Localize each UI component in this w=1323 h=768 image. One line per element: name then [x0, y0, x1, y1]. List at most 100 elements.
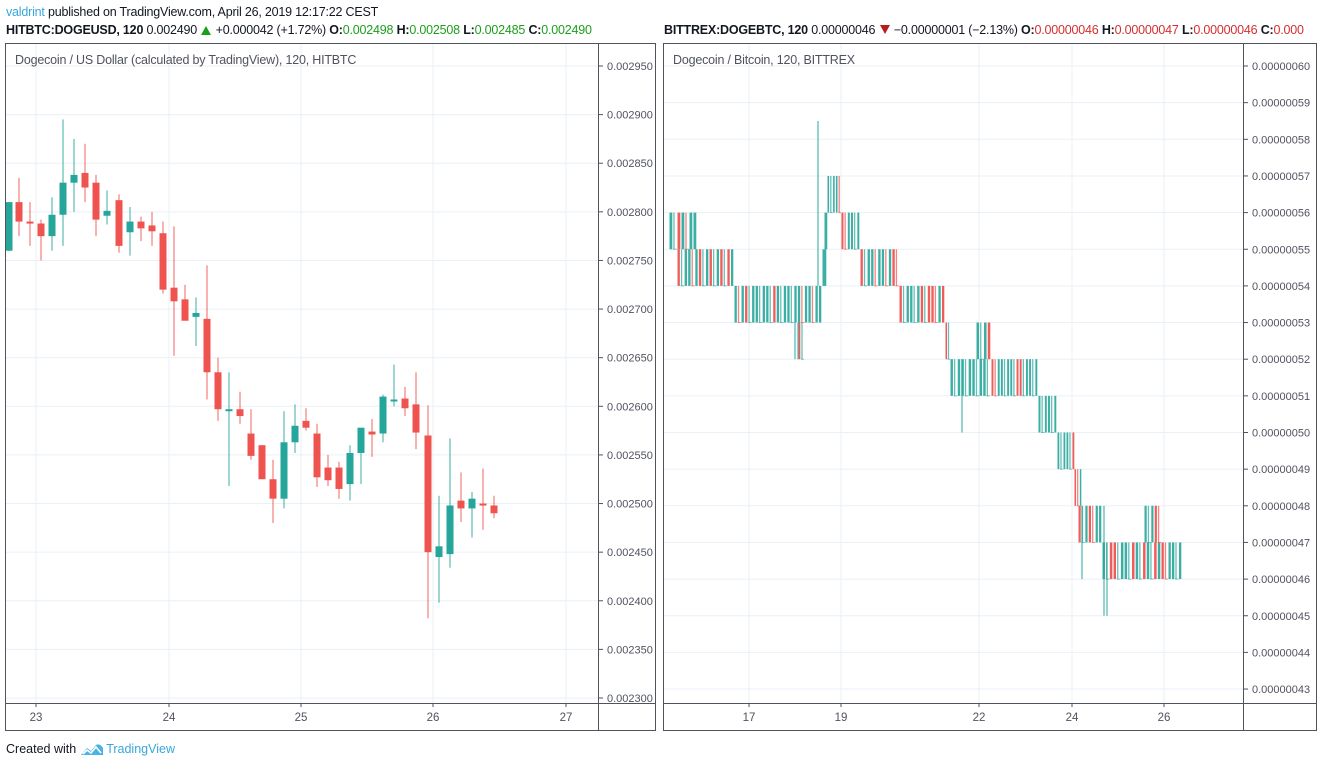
- dogeusd-chart-panel[interactable]: Dogecoin / US Dollar (calculated by Trad…: [5, 43, 656, 731]
- candle: [945, 322, 947, 360]
- candle: [931, 285, 934, 323]
- candle: [680, 249, 685, 287]
- candle: [677, 249, 680, 286]
- candle: [804, 285, 808, 323]
- candle: [1144, 505, 1147, 543]
- candle: [1048, 395, 1050, 433]
- candle: [923, 285, 928, 324]
- candle: [92, 174, 100, 237]
- y-axis-tick-label: 0.00000053: [1252, 318, 1310, 330]
- y-axis-tick-label: 0.00000051: [1252, 391, 1310, 403]
- candle: [1113, 542, 1117, 580]
- candle: [968, 359, 972, 396]
- candle: [975, 359, 980, 397]
- y-axis-tick-label: 0.002300: [607, 693, 653, 705]
- y-axis-tick-label: 0.00000056: [1252, 208, 1310, 220]
- right-high: 0.00000047: [1114, 23, 1179, 37]
- candle: [1175, 542, 1179, 580]
- candle: [446, 438, 454, 568]
- candle: [841, 212, 844, 250]
- y-axis-tick-label: 0.002700: [607, 304, 653, 316]
- candle: [247, 409, 255, 460]
- candle: [863, 249, 868, 287]
- candle: [1069, 432, 1072, 470]
- candle: [457, 472, 465, 523]
- open-label: O:: [329, 23, 343, 37]
- dogebtc-candlestick-chart[interactable]: 0.00000060 0.00000059 0.00000058 0.00000057…: [664, 44, 1316, 730]
- candle: [741, 285, 744, 323]
- candle: [695, 249, 698, 286]
- y-axis-tick-label: 0.00000049: [1252, 464, 1310, 476]
- candle: [712, 249, 717, 287]
- tradingview-link[interactable]: TradingView: [106, 742, 175, 756]
- candle: [808, 285, 811, 323]
- candle: [794, 285, 797, 323]
- y-axis-tick-label: 0.002600: [607, 401, 653, 413]
- candle: [6, 202, 13, 251]
- candle: [1088, 505, 1092, 543]
- candle: [1063, 432, 1066, 470]
- x-axis-tick-label: 26: [1158, 712, 1171, 724]
- candle: [1120, 542, 1124, 580]
- candle: [1003, 359, 1007, 397]
- y-axis-tick-label: 0.002800: [607, 207, 653, 219]
- candle: [824, 212, 828, 250]
- candle: [844, 212, 848, 250]
- candle: [818, 285, 822, 323]
- candle: [1025, 359, 1028, 396]
- candle: [888, 249, 892, 286]
- left-symbol-legend: HITBTC:DOGEUSD, 120 0.002490 +0.000042 (…: [6, 23, 592, 37]
- y-axis-tick-label: 0.002850: [607, 158, 653, 170]
- author-link[interactable]: valdrint: [6, 5, 45, 19]
- candle: [346, 445, 354, 501]
- candle: [1154, 505, 1157, 543]
- publish-text: published on TradingView.com, April 26, …: [44, 5, 379, 19]
- candle: [70, 138, 78, 212]
- y-axis-tick-label: 0.002450: [607, 547, 653, 559]
- candle: [490, 495, 498, 519]
- candle: [758, 285, 763, 324]
- candle: [787, 285, 790, 323]
- candle: [1031, 359, 1035, 397]
- candle: [976, 322, 980, 360]
- candle: [435, 495, 443, 603]
- candle: [1076, 469, 1080, 507]
- candle: [677, 212, 681, 250]
- candle: [412, 372, 420, 450]
- y-axis-tick-label: 0.00000047: [1252, 537, 1310, 549]
- candle: [1095, 505, 1098, 543]
- dogeusd-candlestick-chart[interactable]: 0.002950 0.002900 0.002850 0.002800 0.002750…: [6, 44, 655, 730]
- candle: [673, 212, 677, 250]
- candle: [941, 285, 945, 323]
- candle: [1057, 432, 1060, 470]
- candle: [269, 459, 277, 523]
- candle: [1099, 505, 1102, 543]
- candle: [938, 285, 941, 323]
- candle: [26, 202, 34, 246]
- candle: [1161, 542, 1164, 580]
- candle: [851, 212, 853, 250]
- candle: [1116, 542, 1121, 580]
- y-axis-tick-label: 0.002900: [607, 110, 653, 122]
- candle: [734, 285, 737, 323]
- candle: [1060, 432, 1063, 470]
- x-axis-tick-label: 24: [163, 712, 176, 724]
- candle: [280, 411, 288, 509]
- candle: [927, 285, 931, 323]
- candle: [203, 265, 211, 400]
- candle: [762, 285, 765, 323]
- candle: [1143, 542, 1146, 580]
- right-low: 0.00000046: [1193, 23, 1258, 37]
- candle: [874, 249, 878, 287]
- candle: [236, 391, 244, 424]
- candle: [801, 322, 804, 360]
- candle: [1157, 542, 1161, 580]
- candle: [769, 285, 773, 324]
- candle: [669, 212, 673, 250]
- candle: [479, 468, 487, 530]
- candle: [1147, 505, 1151, 543]
- candle: [723, 249, 727, 287]
- candle: [1146, 542, 1150, 580]
- dogebtc-chart-panel[interactable]: Dogecoin / Bitcoin, 120, BITTREX 0.00000…: [663, 43, 1317, 731]
- candle: [748, 285, 752, 324]
